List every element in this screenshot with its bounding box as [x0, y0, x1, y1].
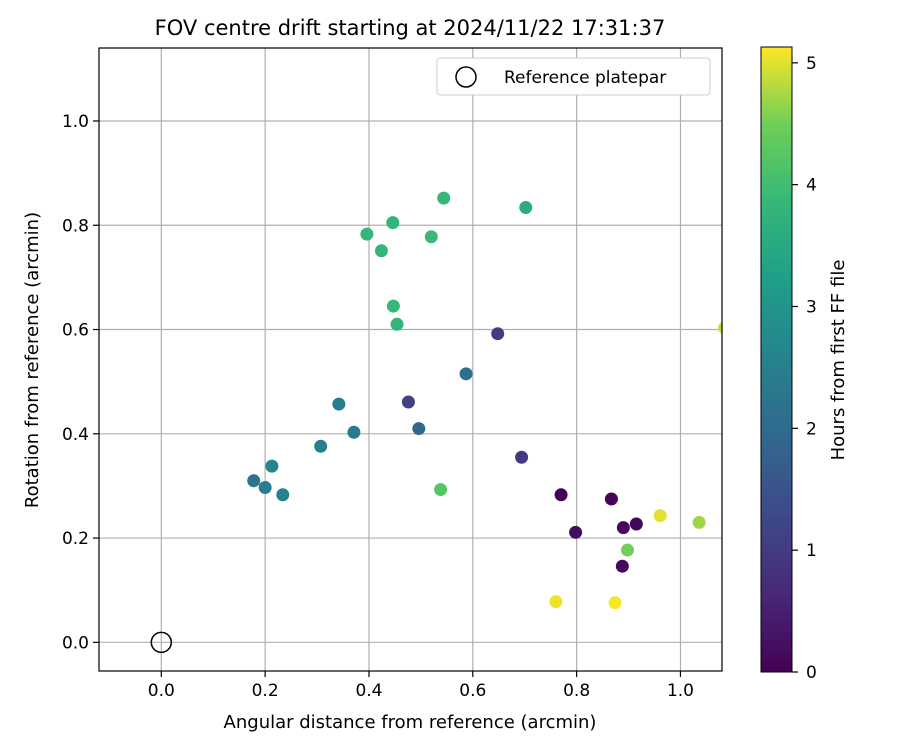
y-tick-label: 0.6 [62, 321, 89, 341]
data-point [258, 480, 272, 494]
data-point [459, 367, 473, 381]
data-point [386, 216, 400, 230]
data-point [515, 450, 529, 464]
colorbar: 0 1 2 3 4 5 Hours from first FF file [760, 46, 849, 683]
legend-entry-label: Reference platepar [504, 68, 666, 88]
x-tick-label: 0.2 [252, 681, 279, 701]
colorbar-tick-label: 4 [806, 176, 817, 196]
x-tick-label: 0.8 [563, 681, 590, 701]
data-point [615, 559, 629, 573]
y-tick-label: 1.0 [62, 112, 89, 132]
data-point [390, 317, 404, 331]
data-point [519, 201, 533, 215]
data-point [401, 395, 415, 409]
data-point [608, 596, 622, 610]
data-point [554, 488, 568, 502]
colorbar-tick-label: 1 [806, 541, 817, 561]
x-axis-label: Angular distance from reference (arcmin) [224, 712, 597, 733]
data-point [434, 483, 448, 497]
data-point [314, 439, 328, 453]
y-tick-label: 0.8 [62, 216, 89, 236]
data-point [718, 322, 722, 334]
data-point [265, 459, 279, 473]
y-tick-label: 0.0 [62, 633, 89, 653]
data-point [247, 474, 261, 488]
data-point [692, 515, 706, 529]
data-point [569, 525, 583, 539]
x-tick-label: 0.0 [148, 681, 175, 701]
plot-area [99, 48, 722, 671]
data-point [332, 397, 346, 411]
legend-marker-icon [455, 66, 477, 88]
data-point [437, 191, 451, 205]
colorbar-gradient [760, 46, 793, 673]
legend: Reference platepar [436, 57, 711, 96]
data-point [629, 517, 643, 531]
x-axis-ticks: 0.0 0.2 0.4 0.6 0.8 1.0 [148, 671, 694, 701]
y-tick-label: 0.2 [62, 529, 89, 549]
data-point [276, 488, 290, 502]
colorbar-tick-label: 0 [806, 663, 817, 683]
reference-platepar-marker [150, 631, 173, 654]
data-point [374, 244, 388, 258]
colorbar-tick-label: 5 [806, 54, 817, 74]
data-point [621, 543, 635, 557]
data-point [491, 327, 505, 341]
y-axis-label: Rotation from reference (arcmin) [22, 212, 43, 508]
x-tick-label: 1.0 [667, 681, 694, 701]
colorbar-tick-label: 3 [806, 298, 817, 318]
y-tick-label: 0.4 [62, 425, 89, 445]
data-point [412, 422, 426, 436]
data-point [360, 227, 374, 241]
data-point [616, 521, 630, 535]
x-tick-label: 0.4 [355, 681, 382, 701]
colorbar-ticks: 0 1 2 3 4 5 [792, 54, 817, 683]
chart-title: FOV centre drift starting at 2024/11/22 … [155, 16, 666, 40]
x-tick-label: 0.6 [459, 681, 486, 701]
data-point [653, 509, 667, 523]
legend-box [436, 57, 711, 96]
plot-frame [98, 47, 723, 672]
data-point [347, 425, 361, 439]
data-point [386, 299, 400, 313]
data-point [604, 492, 618, 506]
scatter-points [247, 191, 722, 610]
data-point [549, 595, 563, 609]
y-axis-ticks: 0.0 0.2 0.4 0.6 0.8 1.0 [62, 112, 99, 653]
colorbar-label: Hours from first FF file [828, 260, 849, 461]
colorbar-tick-label: 2 [806, 419, 817, 439]
gridlines [99, 48, 722, 671]
data-point [424, 230, 438, 244]
